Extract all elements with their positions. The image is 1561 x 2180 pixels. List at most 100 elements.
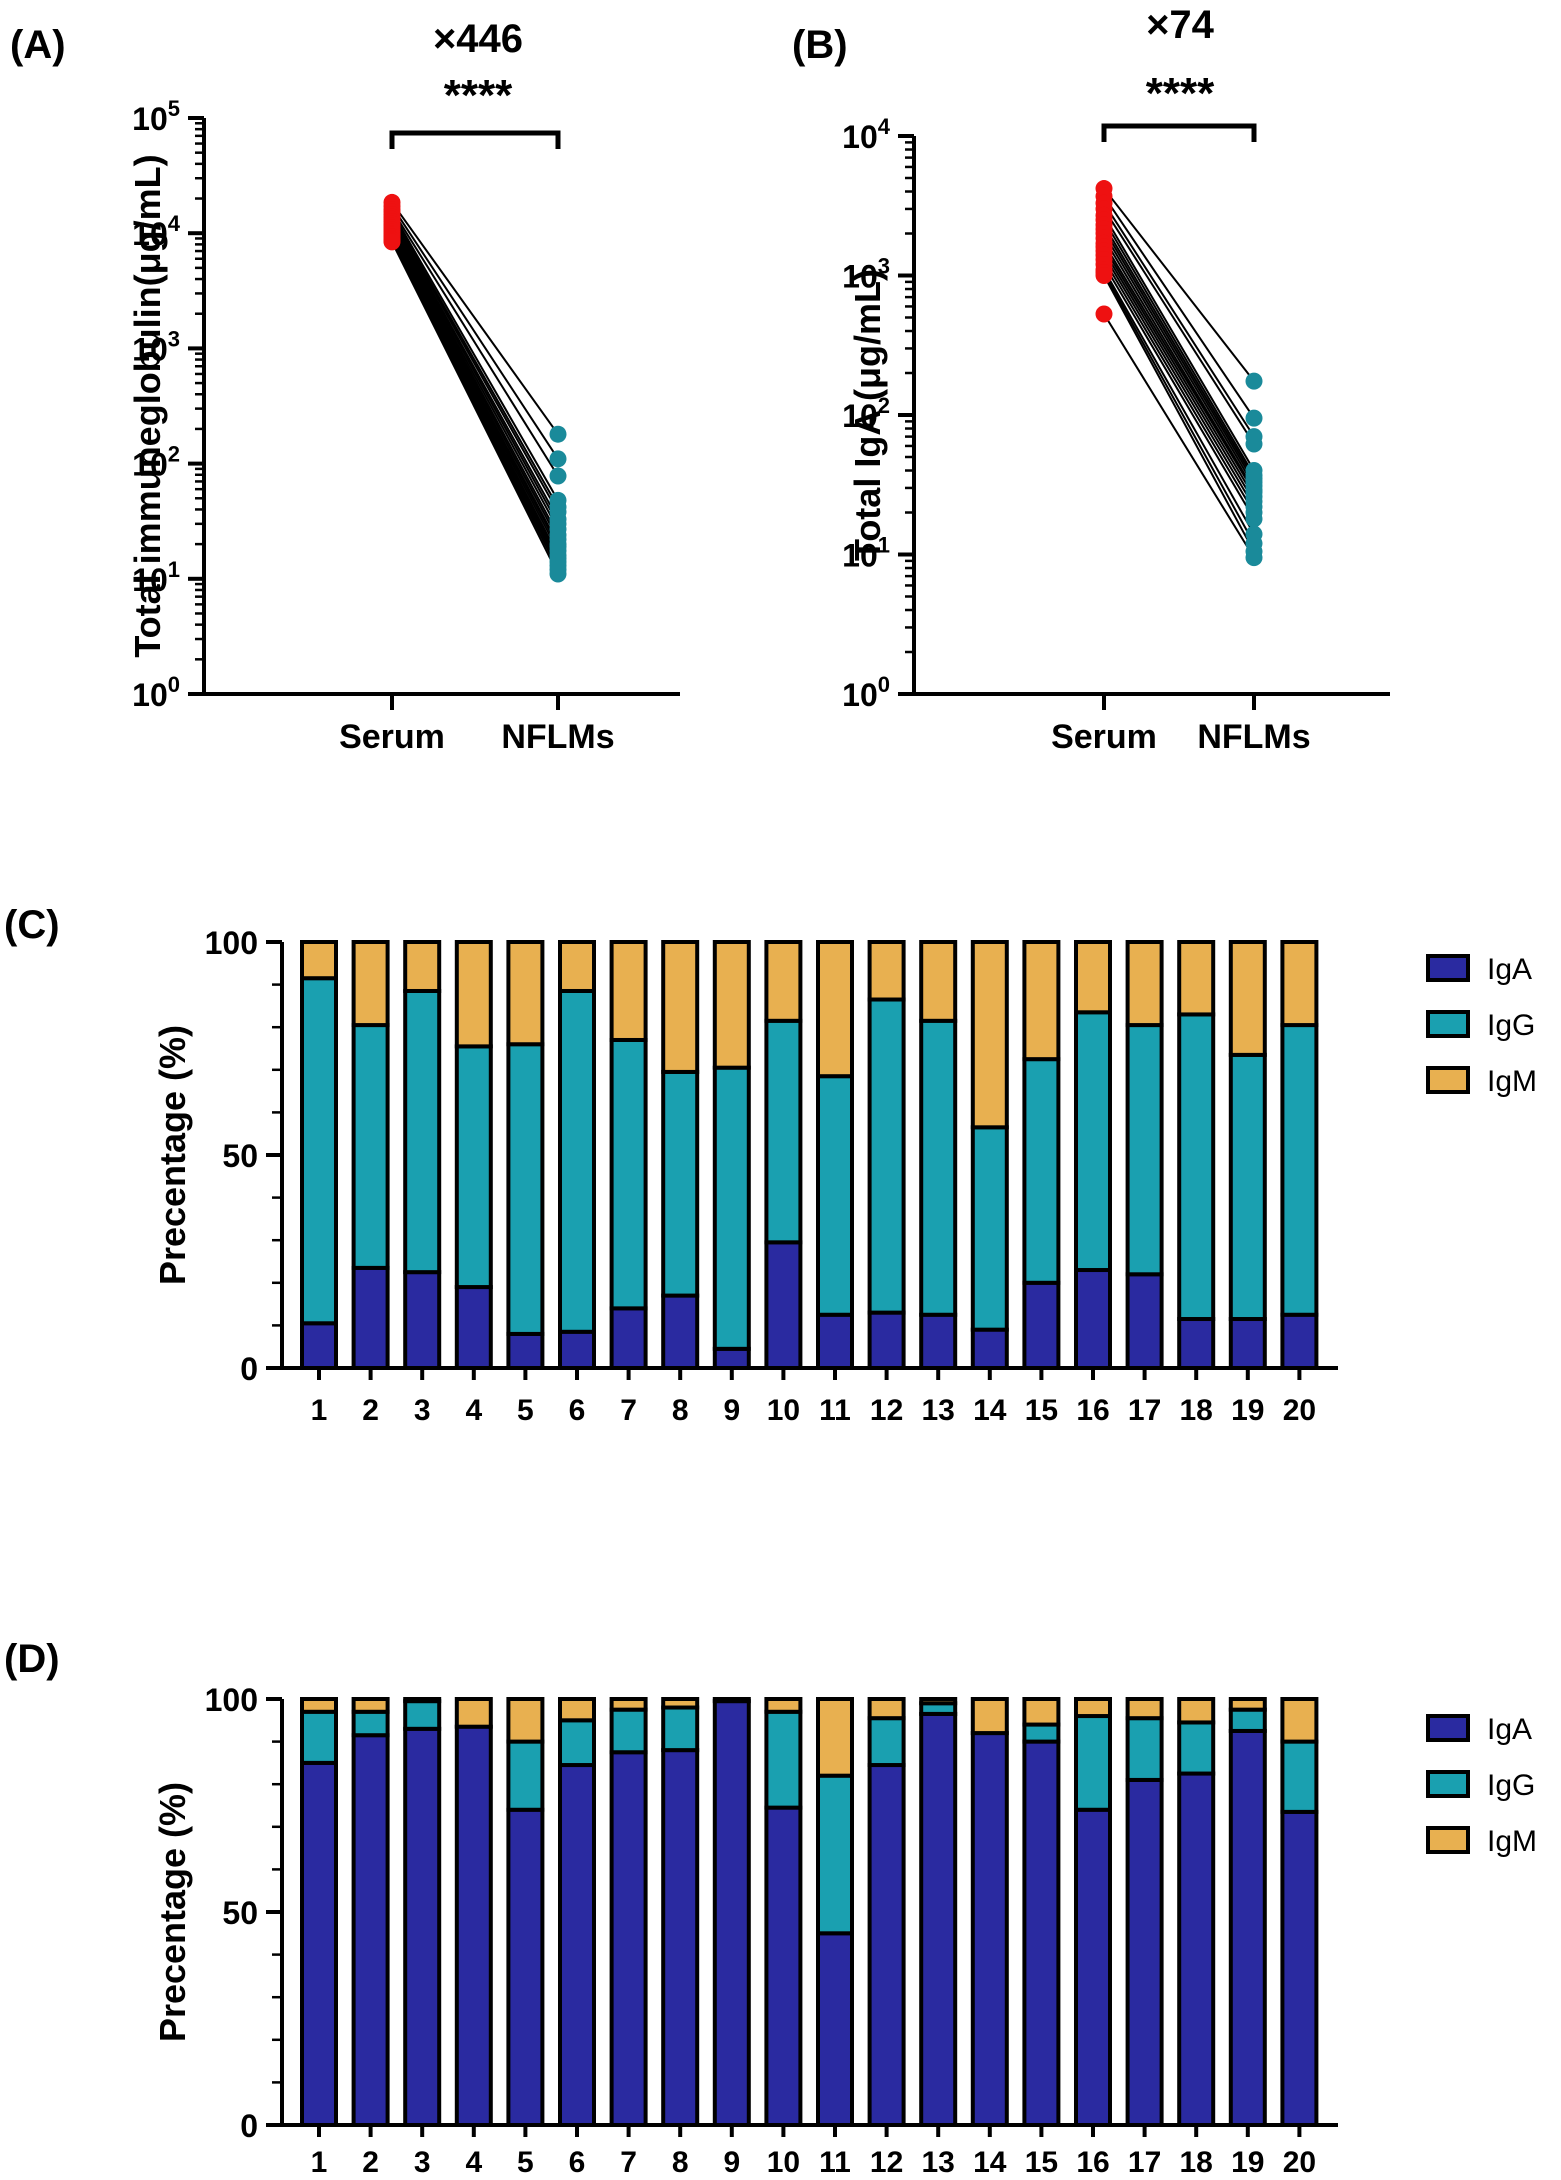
- x-tick-label: 8: [672, 2146, 689, 2179]
- bar-igg: [1228, 1052, 1267, 1322]
- bar-iga: [403, 1270, 442, 1371]
- pair-line: [1103, 228, 1255, 483]
- pair-line: [1103, 313, 1255, 559]
- bar-igg: [403, 1699, 442, 1731]
- bar-igm: [816, 940, 854, 1079]
- legend-label: IgA: [1487, 953, 1532, 986]
- x-tick-label: 7: [620, 2146, 637, 2179]
- bar-igg: [351, 1709, 390, 1738]
- bar-iga: [558, 1763, 596, 2128]
- y-tick-label: 104: [842, 114, 891, 155]
- bar-igm: [919, 940, 958, 1023]
- y-tick-exponent: 1: [878, 533, 890, 558]
- bar-igg: [506, 1739, 545, 1812]
- x-tick-label: 16: [1076, 2146, 1109, 2179]
- bar-igm: [867, 940, 906, 1002]
- bar-igm: [403, 1697, 442, 1704]
- bar-iga: [558, 1329, 596, 1371]
- nflms-point: [1245, 549, 1263, 567]
- x-tick-label: 20: [1283, 1394, 1316, 1427]
- bar-igm: [300, 940, 338, 981]
- panel-label: (C): [4, 903, 60, 947]
- pair-line: [1103, 272, 1255, 544]
- bar-igg: [300, 976, 338, 1326]
- pair-line: [1103, 275, 1255, 553]
- x-tick-label: 12: [870, 1394, 903, 1427]
- legend-label: IgG: [1487, 1769, 1535, 1802]
- pair-line: [391, 216, 559, 513]
- y-tick-label: 105: [132, 96, 180, 137]
- x-tick-label: 11: [819, 2146, 851, 2179]
- bar-iga: [970, 1731, 1009, 2127]
- legend-swatch-iga: [1426, 1714, 1470, 1742]
- nflms-point: [549, 565, 567, 583]
- pair-line: [391, 227, 559, 540]
- bar-igg: [403, 988, 442, 1275]
- x-tick-label: 17: [1128, 2146, 1161, 2179]
- bar-igg: [558, 1718, 596, 1768]
- bar-iga: [919, 1711, 958, 2128]
- y-tick-exponent: 0: [168, 672, 180, 697]
- bar-igm: [351, 940, 390, 1028]
- bar-iga: [661, 1748, 700, 2127]
- pair-line: [1103, 237, 1255, 491]
- bar-igg: [1125, 1716, 1164, 1782]
- x-tick-label: NFLMs: [1197, 718, 1310, 756]
- bar-igm: [661, 1697, 700, 1710]
- pair-line: [1103, 202, 1255, 438]
- pair-line: [391, 231, 559, 548]
- bar-iga: [764, 1240, 803, 1370]
- nflms-point: [549, 425, 567, 443]
- bar-igg: [816, 1773, 854, 1936]
- pair-line: [1103, 224, 1255, 480]
- bar-iga: [351, 1733, 390, 2127]
- y-tick-label: 100: [205, 925, 258, 961]
- bar-igm: [609, 1697, 648, 1712]
- bar-igm: [1228, 1697, 1267, 1712]
- y-tick-label: 102: [842, 393, 890, 434]
- y-tick-label: 100: [842, 672, 890, 713]
- bar-igg: [1177, 1012, 1216, 1322]
- x-tick-label: 8: [672, 1394, 689, 1427]
- bar-igm: [919, 1697, 958, 1706]
- x-tick-label: 7: [620, 1394, 637, 1427]
- bar-igg: [454, 1044, 493, 1290]
- bar-igm: [764, 940, 803, 1023]
- bar-iga: [919, 1312, 958, 1370]
- bar-igm: [454, 1697, 493, 1729]
- bar-igm: [1022, 940, 1061, 1062]
- pair-line: [391, 241, 559, 575]
- bar-igg: [661, 1069, 700, 1298]
- bar-igg: [1022, 1722, 1061, 1744]
- pair-line: [1103, 208, 1255, 445]
- x-tick-label: 19: [1231, 2146, 1264, 2179]
- bar-igg: [1125, 1023, 1164, 1277]
- pair-line: [1103, 250, 1255, 502]
- fold-change-label: ×74: [1146, 3, 1215, 47]
- x-tick-label: 9: [723, 1394, 740, 1427]
- x-tick-label: 13: [922, 1394, 955, 1427]
- bar-igg: [764, 1709, 803, 1810]
- bar-igg: [661, 1705, 700, 1753]
- x-tick-label: 18: [1180, 2146, 1213, 2179]
- pair-line: [391, 201, 559, 435]
- serum-point: [383, 233, 401, 251]
- bar-iga: [1074, 1807, 1112, 2127]
- x-tick-label: 19: [1231, 1394, 1264, 1427]
- x-tick-label: Serum: [339, 718, 445, 756]
- pair-line: [391, 214, 559, 508]
- bar-igm: [970, 1697, 1009, 1736]
- x-tick-label: 3: [414, 2146, 431, 2179]
- bar-iga: [300, 1321, 338, 1371]
- x-tick-label: 14: [973, 1394, 1007, 1427]
- bar-igg: [867, 997, 906, 1315]
- x-tick-label: 4: [465, 2146, 482, 2179]
- bar-iga: [506, 1331, 545, 1371]
- bar-iga: [712, 1346, 751, 1370]
- y-tick-label: 0: [240, 1351, 258, 1387]
- bar-iga: [661, 1293, 700, 1370]
- bar-igm: [300, 1697, 338, 1714]
- y-axis-label: Precentage (%): [152, 1025, 193, 1285]
